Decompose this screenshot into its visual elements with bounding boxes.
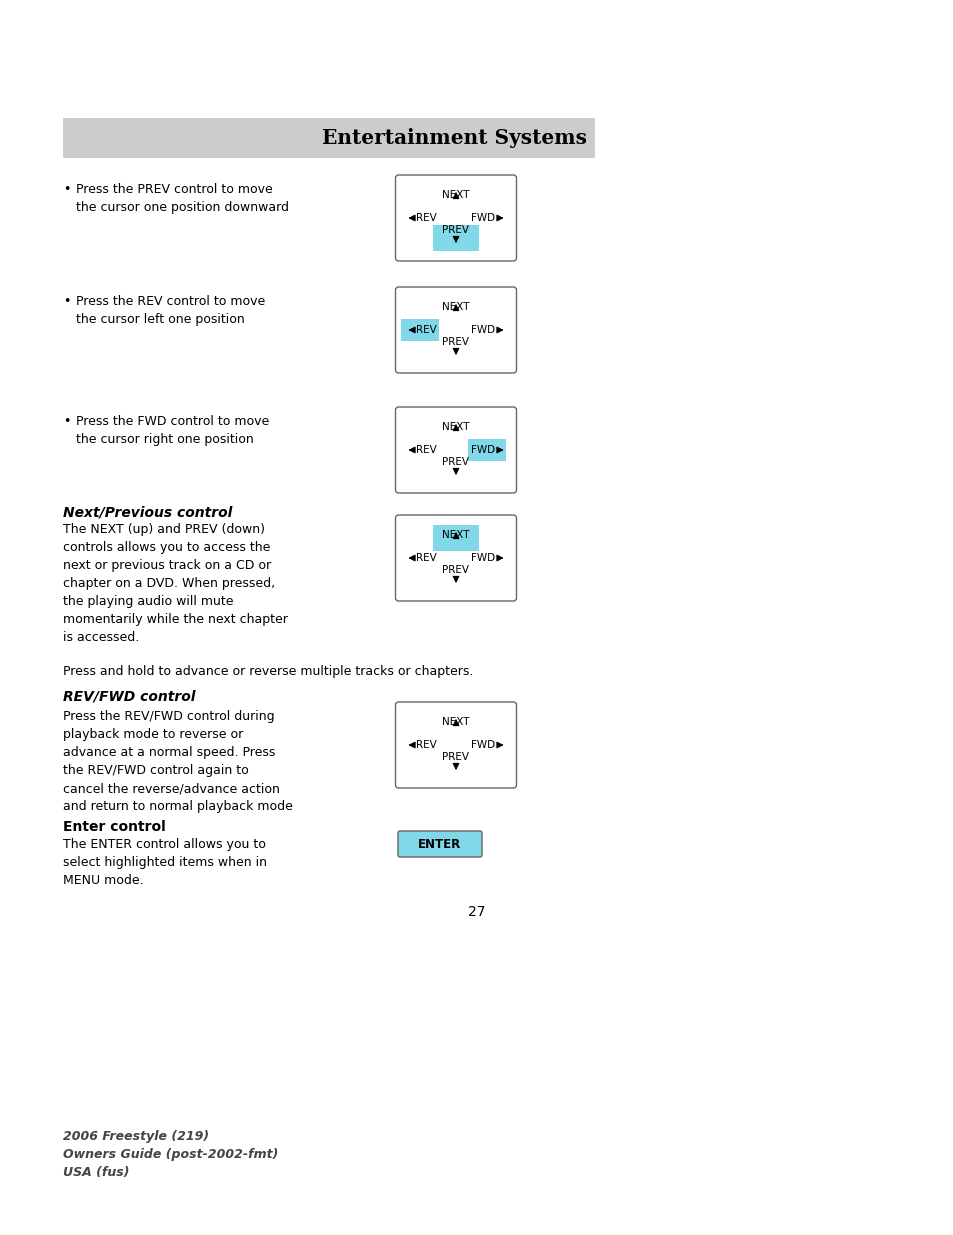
Text: Press the REV/FWD control during
playback mode to reverse or
advance at a normal: Press the REV/FWD control during playbac… — [63, 710, 293, 813]
Text: Next/Previous control: Next/Previous control — [63, 505, 233, 519]
Text: Press the FWD control to move
the cursor right one position: Press the FWD control to move the cursor… — [76, 415, 269, 446]
Text: 2006 Freestyle (219): 2006 Freestyle (219) — [63, 1130, 209, 1144]
Text: The NEXT (up) and PREV (down)
controls allows you to access the
next or previous: The NEXT (up) and PREV (down) controls a… — [63, 522, 288, 643]
Text: NEXT: NEXT — [442, 718, 469, 727]
Text: REV: REV — [416, 740, 436, 750]
Text: REV: REV — [416, 445, 436, 454]
Text: FWD: FWD — [471, 325, 495, 335]
Text: NEXT: NEXT — [442, 190, 469, 200]
FancyBboxPatch shape — [401, 319, 439, 341]
Text: Enter control: Enter control — [63, 820, 166, 834]
FancyBboxPatch shape — [468, 438, 506, 461]
Text: PREV: PREV — [442, 564, 469, 576]
Text: Press the REV control to move
the cursor left one position: Press the REV control to move the cursor… — [76, 295, 265, 326]
Text: FWD: FWD — [471, 212, 495, 224]
Text: Owners Guide (post-2002-fmt): Owners Guide (post-2002-fmt) — [63, 1149, 278, 1161]
Text: Press the PREV control to move
the cursor one position downward: Press the PREV control to move the curso… — [76, 183, 289, 214]
FancyBboxPatch shape — [395, 515, 516, 601]
FancyBboxPatch shape — [397, 831, 481, 857]
Text: PREV: PREV — [442, 457, 469, 467]
Text: PREV: PREV — [442, 752, 469, 762]
Text: The ENTER control allows you to
select highlighted items when in
MENU mode.: The ENTER control allows you to select h… — [63, 839, 267, 887]
FancyBboxPatch shape — [395, 287, 516, 373]
Text: FWD: FWD — [471, 553, 495, 563]
Text: PREV: PREV — [442, 337, 469, 347]
FancyBboxPatch shape — [395, 701, 516, 788]
FancyBboxPatch shape — [395, 175, 516, 261]
Text: ENTER: ENTER — [418, 837, 461, 851]
Text: REV: REV — [416, 212, 436, 224]
Text: Entertainment Systems: Entertainment Systems — [322, 128, 586, 148]
FancyBboxPatch shape — [433, 525, 478, 551]
Text: •: • — [63, 295, 71, 308]
Text: NEXT: NEXT — [442, 303, 469, 312]
Text: REV: REV — [416, 553, 436, 563]
Text: Press and hold to advance or reverse multiple tracks or chapters.: Press and hold to advance or reverse mul… — [63, 664, 473, 678]
Text: REV: REV — [416, 325, 436, 335]
Text: PREV: PREV — [442, 225, 469, 235]
Text: 27: 27 — [468, 905, 485, 919]
Text: REV/FWD control: REV/FWD control — [63, 690, 195, 704]
Text: NEXT: NEXT — [442, 422, 469, 432]
Text: USA (fus): USA (fus) — [63, 1166, 130, 1179]
Text: NEXT: NEXT — [442, 530, 469, 540]
Text: •: • — [63, 415, 71, 429]
Text: •: • — [63, 183, 71, 196]
Text: FWD: FWD — [471, 445, 495, 454]
FancyBboxPatch shape — [433, 225, 478, 251]
Text: FWD: FWD — [471, 740, 495, 750]
FancyBboxPatch shape — [395, 408, 516, 493]
FancyBboxPatch shape — [63, 119, 595, 158]
